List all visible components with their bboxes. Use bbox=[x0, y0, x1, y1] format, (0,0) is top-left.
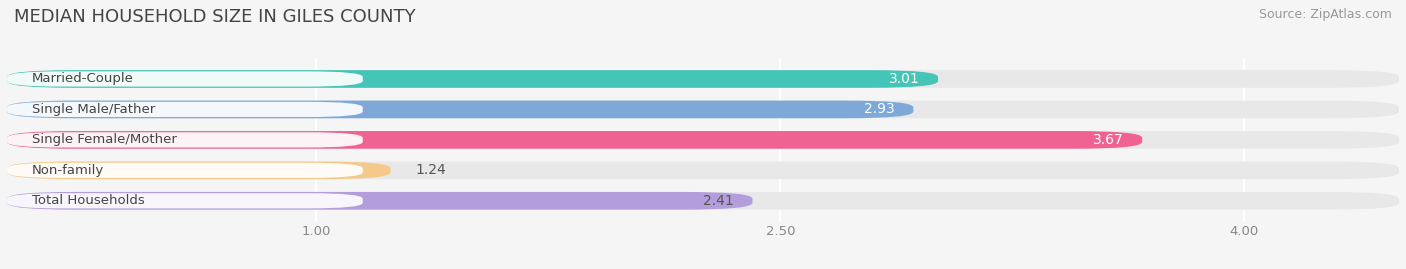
FancyBboxPatch shape bbox=[7, 131, 1142, 149]
FancyBboxPatch shape bbox=[7, 70, 1399, 88]
FancyBboxPatch shape bbox=[7, 101, 1399, 118]
FancyBboxPatch shape bbox=[7, 192, 1399, 210]
FancyBboxPatch shape bbox=[7, 193, 363, 208]
FancyBboxPatch shape bbox=[7, 132, 363, 147]
Text: 2.93: 2.93 bbox=[865, 102, 894, 116]
Text: Single Female/Mother: Single Female/Mother bbox=[32, 133, 177, 146]
Text: Married-Couple: Married-Couple bbox=[32, 72, 134, 86]
Text: Total Households: Total Households bbox=[32, 194, 145, 207]
Text: 1.24: 1.24 bbox=[415, 163, 446, 177]
Text: 2.41: 2.41 bbox=[703, 194, 734, 208]
Text: 3.01: 3.01 bbox=[889, 72, 920, 86]
FancyBboxPatch shape bbox=[7, 161, 391, 179]
Text: Source: ZipAtlas.com: Source: ZipAtlas.com bbox=[1258, 8, 1392, 21]
FancyBboxPatch shape bbox=[7, 101, 914, 118]
Text: Single Male/Father: Single Male/Father bbox=[32, 103, 155, 116]
Text: Non-family: Non-family bbox=[32, 164, 104, 177]
FancyBboxPatch shape bbox=[7, 192, 752, 210]
FancyBboxPatch shape bbox=[7, 131, 1399, 149]
FancyBboxPatch shape bbox=[7, 161, 1399, 179]
FancyBboxPatch shape bbox=[7, 70, 938, 88]
FancyBboxPatch shape bbox=[7, 102, 363, 117]
Text: MEDIAN HOUSEHOLD SIZE IN GILES COUNTY: MEDIAN HOUSEHOLD SIZE IN GILES COUNTY bbox=[14, 8, 416, 26]
FancyBboxPatch shape bbox=[7, 163, 363, 178]
FancyBboxPatch shape bbox=[7, 71, 363, 87]
Text: 3.67: 3.67 bbox=[1092, 133, 1123, 147]
